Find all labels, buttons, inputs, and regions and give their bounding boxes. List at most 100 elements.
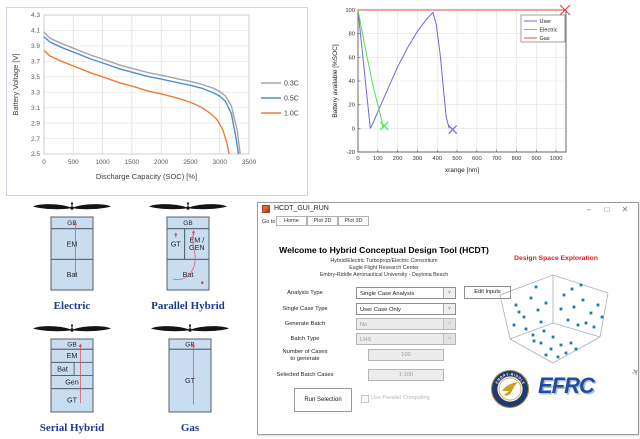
scatter-point [539, 341, 543, 345]
design-space-title: Design Space Exploration [514, 255, 598, 262]
hcdt-gui-window: HCDT_GUI_RUN – □ ✕ Go to: Home Plot 2D P… [257, 202, 640, 435]
svg-text:800: 800 [512, 156, 522, 162]
analysis-type-select[interactable]: Single Case Analysis ˅ [356, 287, 456, 299]
scatter-point [536, 308, 540, 312]
svg-text:60: 60 [349, 55, 355, 61]
component-box [50, 216, 94, 291]
eagle-icon [502, 382, 518, 396]
scatter-point [539, 320, 543, 324]
svg-text:3.5: 3.5 [31, 74, 40, 81]
scatter-point [559, 343, 563, 347]
embry-riddle-seal-logo: EMBRY-RIDDLE [491, 370, 529, 408]
scatter-point [549, 347, 553, 351]
component-label: GT [185, 376, 196, 385]
component-label: GB [67, 220, 76, 227]
svg-text:4.3: 4.3 [31, 12, 40, 19]
svg-text:40: 40 [349, 79, 355, 85]
arrowhead [191, 343, 196, 347]
component-label: GT [67, 396, 78, 405]
svg-text:3.1: 3.1 [31, 105, 40, 112]
y-axis-label: Battery available [%SOC] [332, 44, 339, 118]
scatter-point [589, 311, 593, 315]
airplane-icon: ✈ [630, 365, 640, 379]
svg-text:2500: 2500 [183, 159, 198, 166]
scatter-point [531, 333, 535, 337]
scatter-point [600, 315, 604, 319]
analysis-type-value: Single Case Analysis [360, 291, 415, 297]
batch-type-label: Batch Type [290, 336, 320, 342]
generate-batch-value: No [360, 322, 368, 328]
diagram-caption: Electric [54, 300, 91, 312]
svg-text:0: 0 [356, 156, 359, 162]
svg-text:3.3: 3.3 [31, 89, 40, 96]
component-label: GEN [189, 243, 205, 252]
tab-plot-2d[interactable]: Plot 2D [307, 216, 338, 226]
component-label: Bat [57, 364, 68, 373]
edit-inputs-button[interactable]: Edit Inputs [464, 286, 511, 299]
component-label: GT [171, 239, 182, 248]
scatter-point [570, 287, 574, 291]
svg-text:900: 900 [531, 156, 541, 162]
component-label: EM [67, 239, 78, 248]
scatter-point [559, 307, 563, 311]
single-case-type-select[interactable]: User Case Only ˅ [356, 303, 456, 315]
scatter-point [564, 351, 568, 355]
maximize-button[interactable]: □ [604, 205, 610, 214]
parallel-computing-checkbox [361, 395, 369, 403]
svg-text:100: 100 [345, 8, 355, 14]
analysis-type-label: Analysis Type [287, 290, 323, 296]
scatter-point [529, 296, 533, 300]
svg-text:500: 500 [68, 159, 79, 166]
goto-label: Go to: [262, 219, 277, 225]
parallel-computing-label: Use Parallel Computing [371, 395, 430, 401]
number-of-cases-field: 100 [368, 349, 444, 361]
frame-edge [552, 322, 601, 338]
frame-edge [499, 294, 511, 340]
svg-text:2.9: 2.9 [31, 120, 40, 127]
scatter-point [544, 353, 548, 357]
scatter-point [544, 301, 548, 305]
minimize-button[interactable]: – [586, 205, 592, 214]
component-label: GB [185, 342, 194, 349]
chevron-down-icon[interactable]: ˅ [443, 304, 455, 314]
tab-plot-3d[interactable]: Plot 3D [338, 216, 369, 226]
close-button[interactable]: ✕ [621, 205, 629, 214]
diagram-caption: Gas [181, 422, 200, 434]
efrc-logo-text: EFRC [538, 373, 595, 398]
flow-endpoint-dot [200, 281, 204, 284]
component-label: EM / [189, 236, 204, 245]
svg-text:0: 0 [352, 126, 355, 132]
legend-label: 0.5C [284, 95, 299, 102]
component-cell [50, 258, 94, 291]
svg-text:20: 20 [349, 103, 355, 109]
scatter-point [556, 355, 560, 359]
power-flow-curve [172, 230, 196, 281]
tab-home[interactable]: Home [276, 216, 307, 226]
run-selection-button[interactable]: Run Selection [294, 388, 352, 412]
selected-batch-cases-field: 1:100 [368, 369, 444, 381]
single-case-type-value: User Case Only [360, 307, 401, 313]
series-0.3C [43, 31, 241, 155]
legend: User Electric Gas [520, 14, 566, 43]
battery-discharge-chart: 0 500 1000 1500 2000 2500 3000 3500 2.5 2.7 2.9 3.1… [11, 12, 299, 181]
batch-type-select: LHS ˅ [356, 333, 456, 345]
design-space-scatter-plot [499, 274, 609, 364]
svg-text:400: 400 [432, 156, 442, 162]
svg-text:3500: 3500 [242, 159, 257, 166]
selected-batch-cases-label: Selected Batch Cases [276, 372, 334, 378]
chevron-down-icon: ˅ [443, 334, 455, 344]
propeller-icon [33, 324, 111, 332]
svg-text:500: 500 [452, 156, 462, 162]
chevron-down-icon: ˅ [443, 319, 455, 329]
arrowhead [78, 343, 83, 347]
scatter-point [542, 329, 546, 333]
legend-label: 0.3C [284, 80, 299, 87]
svg-text:1000: 1000 [550, 156, 563, 162]
diagram-gas: GB GT Gas [144, 319, 244, 437]
chevron-down-icon[interactable]: ˅ [443, 288, 455, 298]
component-cell [168, 348, 212, 413]
window-titlebar: HCDT_GUI_RUN – □ ✕ [258, 203, 638, 216]
svg-text:2.5: 2.5 [31, 151, 40, 158]
frame-edge [509, 322, 554, 340]
arrowhead [174, 232, 178, 236]
